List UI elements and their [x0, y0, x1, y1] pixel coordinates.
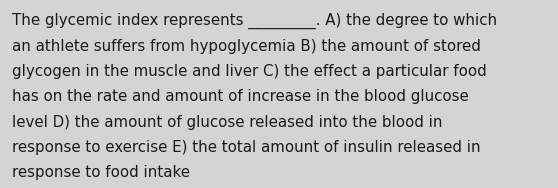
Text: glycogen in the muscle and liver C) the effect a particular food: glycogen in the muscle and liver C) the …	[12, 64, 487, 79]
Text: response to food intake: response to food intake	[12, 165, 190, 180]
Text: has on the rate and amount of increase in the blood glucose: has on the rate and amount of increase i…	[12, 89, 469, 104]
Text: level D) the amount of glucose released into the blood in: level D) the amount of glucose released …	[12, 115, 443, 130]
Text: an athlete suffers from hypoglycemia B) the amount of stored: an athlete suffers from hypoglycemia B) …	[12, 39, 481, 54]
Text: The glycemic index represents _________. A) the degree to which: The glycemic index represents _________.…	[12, 13, 497, 29]
Text: response to exercise E) the total amount of insulin released in: response to exercise E) the total amount…	[12, 140, 481, 155]
